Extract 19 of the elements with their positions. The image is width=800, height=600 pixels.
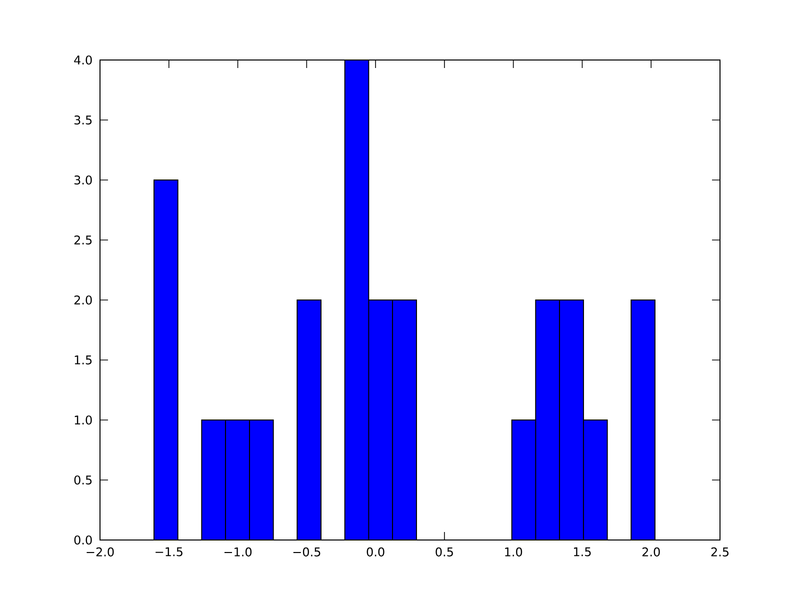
x-tick-label: −1.5 — [156, 547, 182, 556]
y-tick-label: 3.0 — [74, 175, 92, 185]
x-tick-label: −2.0 — [86, 547, 114, 556]
y-tick-label: 3.5 — [74, 115, 92, 125]
y-tick-label: 0.0 — [74, 535, 92, 545]
y-tick-label: 1.5 — [74, 356, 92, 364]
y-tick-label: 1.0 — [74, 415, 92, 425]
x-tick-label: 2.5 — [711, 547, 728, 556]
y-tick-label: 2.0 — [74, 295, 92, 305]
x-tick-label: 2.0 — [642, 547, 660, 556]
y-tick-label: 0.5 — [74, 475, 92, 485]
x-tick-label: 1.0 — [505, 547, 522, 556]
x-tick-label: 0.5 — [436, 547, 453, 556]
x-tick-label: −0.5 — [293, 547, 320, 556]
x-tick-label: 1.5 — [574, 547, 591, 556]
y-tick-label: 2.5 — [74, 235, 92, 245]
x-tick-label: 0.0 — [366, 547, 384, 556]
y-tick-label: 4.0 — [74, 55, 92, 65]
x-tick-label: −1.0 — [224, 547, 252, 556]
